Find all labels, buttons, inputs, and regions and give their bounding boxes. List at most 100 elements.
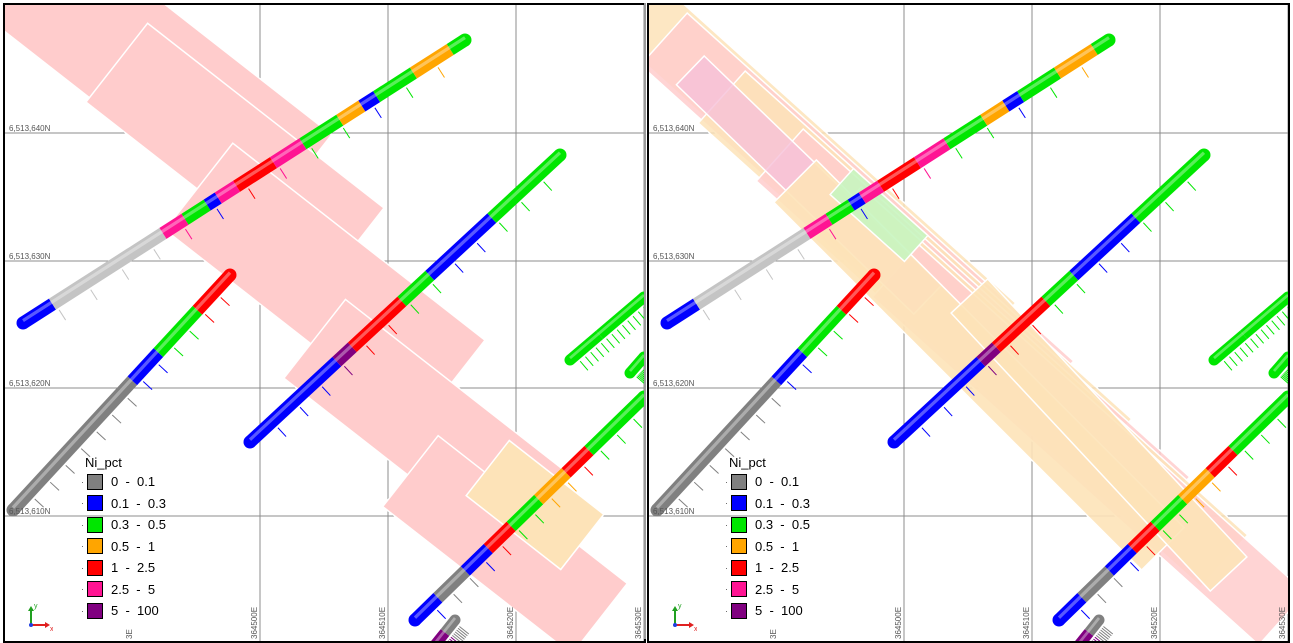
assay-tick	[406, 88, 412, 98]
legend-title: Ni_pct	[729, 455, 810, 470]
assay-tick	[580, 361, 588, 370]
drill-hole[interactable]	[625, 352, 645, 385]
y-axis-label: y	[34, 603, 38, 610]
legend-label: 1 - 2.5	[111, 560, 155, 575]
legend-swatch	[731, 581, 747, 597]
assay-tick	[59, 310, 65, 320]
legend-label: 5 - 100	[755, 603, 803, 618]
assay-tick	[622, 325, 630, 334]
assay-interval	[947, 120, 984, 144]
assay-tick	[924, 168, 930, 178]
assay-interval	[1074, 218, 1136, 275]
legend-item: ·1 - 2.5	[81, 557, 166, 579]
legend-item: ·5 - 100	[725, 600, 810, 622]
legend-swatch	[87, 538, 103, 554]
axes-orientation-icon: xy	[667, 603, 697, 631]
assay-tick	[455, 264, 463, 273]
assay-tick	[1019, 108, 1025, 118]
assay-tick	[834, 331, 843, 339]
assay-tick	[1229, 467, 1237, 476]
x-axis-label: x	[694, 626, 697, 631]
legend-item: ·0.3 - 0.5	[725, 514, 810, 536]
legend-label: 0.5 - 1	[111, 539, 155, 554]
northing-label: 6,513,620N	[653, 379, 695, 388]
easting-label: 3E	[769, 629, 778, 639]
viewport-divider[interactable]	[644, 3, 646, 639]
assay-tick	[1055, 305, 1063, 314]
assay-tick	[433, 284, 441, 293]
assay-interval	[566, 451, 589, 473]
easting-label: 364530E	[634, 607, 643, 639]
assay-tick	[1114, 578, 1122, 587]
assay-interval	[492, 155, 560, 218]
assay-interval	[430, 218, 492, 275]
assay-interval	[1233, 397, 1288, 451]
legend: Ni_pct ·0 - 0.1·0.1 - 0.3·0.3 - 0.5·0.5 …	[81, 455, 166, 622]
assay-tick	[112, 415, 121, 423]
assay-tick	[694, 482, 703, 490]
assay-tick	[1188, 182, 1196, 191]
assay-tick	[1282, 312, 1288, 321]
assay-interval	[917, 144, 946, 163]
assay-tick	[1165, 202, 1173, 211]
block-model-cell	[951, 279, 1247, 591]
assay-tick	[190, 331, 199, 339]
legend-label: 0 - 0.1	[111, 474, 155, 489]
legend-swatch	[731, 538, 747, 554]
assay-tick	[1245, 451, 1253, 460]
drill-hole[interactable]	[1269, 352, 1289, 385]
assay-tick	[634, 419, 642, 428]
drill-hole[interactable]	[1074, 615, 1113, 642]
assay-tick	[544, 182, 552, 191]
assay-tick	[617, 435, 625, 444]
legend-label: 1 - 2.5	[755, 560, 799, 575]
assay-tick	[1050, 88, 1056, 98]
assay-tick	[1261, 330, 1269, 339]
assay-tick	[710, 465, 719, 473]
drill-hole[interactable]	[1209, 292, 1289, 371]
assay-tick	[1212, 483, 1220, 492]
assay-tick	[437, 610, 445, 619]
assay-tick	[1272, 321, 1280, 330]
assay-tick	[756, 415, 765, 423]
assay-tick	[956, 148, 962, 158]
assay-tick	[703, 310, 709, 320]
assay-tick	[1099, 264, 1107, 273]
assay-tick	[278, 428, 286, 437]
legend-item: ·1 - 2.5	[725, 557, 810, 579]
easting-label: 364500E	[894, 607, 903, 639]
assay-tick	[1081, 610, 1089, 619]
x-axis-label: x	[50, 626, 53, 631]
assay-tick	[122, 270, 128, 280]
assay-tick	[1235, 352, 1243, 361]
assay-tick	[91, 290, 97, 300]
assay-tick	[1077, 284, 1085, 293]
assay-tick	[1224, 361, 1232, 370]
assay-interval	[377, 73, 414, 97]
drill-hole[interactable]	[565, 292, 645, 371]
legend-swatch	[731, 495, 747, 511]
northing-label: 6,513,610N	[9, 507, 51, 516]
legend-item: ·0 - 0.1	[81, 471, 166, 493]
legend-item: ·0 - 0.1	[725, 471, 810, 493]
legend-swatch	[87, 474, 103, 490]
assay-tick	[300, 407, 308, 416]
assay-interval	[589, 397, 644, 451]
drill-hole[interactable]	[430, 615, 469, 642]
assay-interval	[1214, 335, 1244, 360]
assay-interval	[696, 233, 807, 304]
legend-label: 2.5 - 5	[111, 582, 155, 597]
assay-tick	[97, 432, 106, 440]
assay-interval	[1109, 549, 1132, 571]
assay-tick	[585, 467, 593, 476]
legend-swatch	[87, 495, 103, 511]
assay-interval	[570, 335, 600, 360]
assay-interval	[438, 571, 465, 598]
easting-label: 364500E	[250, 607, 259, 639]
legend-item: ·2.5 - 5	[81, 579, 166, 601]
assay-tick	[803, 365, 812, 373]
legend-swatch	[731, 603, 747, 619]
legend-title: Ni_pct	[85, 455, 166, 470]
